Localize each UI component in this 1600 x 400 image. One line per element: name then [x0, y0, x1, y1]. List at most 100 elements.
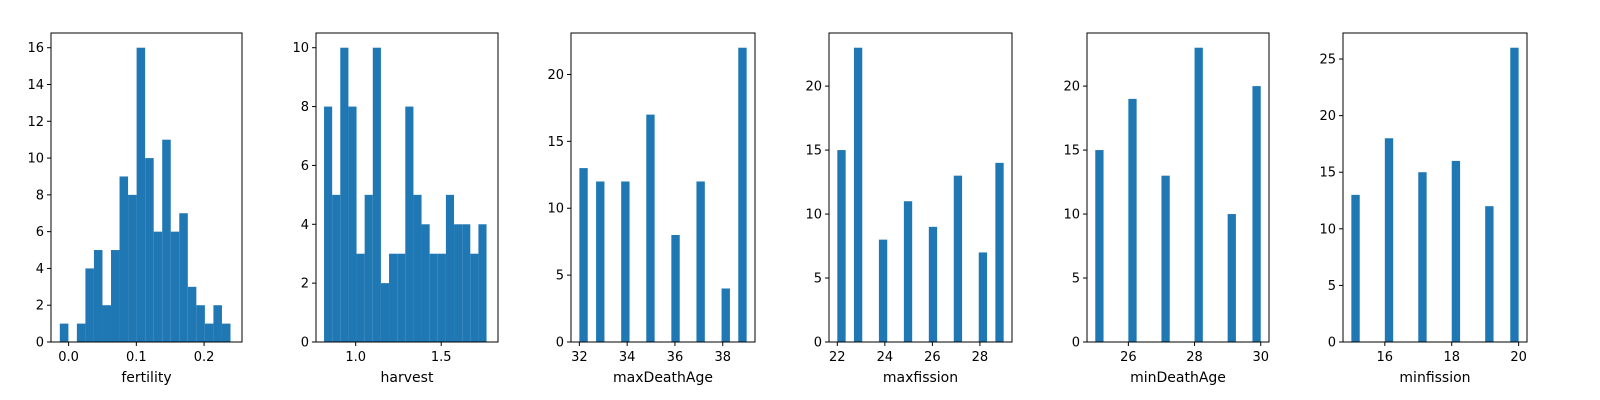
histogram-bar — [111, 250, 120, 342]
histogram-bar — [928, 226, 938, 342]
histogram-bar — [356, 253, 365, 342]
axes-frame — [315, 32, 499, 343]
histogram-bar — [1128, 98, 1137, 342]
histogram-bar — [413, 194, 422, 342]
histogram-bar — [85, 268, 94, 342]
histogram-bar — [470, 253, 479, 342]
histogram-bar — [364, 194, 373, 342]
histogram-bar — [102, 305, 112, 342]
histogram-bar — [1451, 160, 1461, 342]
histogram-bar — [1418, 172, 1427, 342]
y-tick-label: 8 — [301, 100, 309, 115]
x-tick-label: 0.1 — [126, 350, 147, 365]
x-tick-label: 28 — [972, 350, 989, 365]
y-tick-label: 0 — [556, 336, 564, 351]
axes-frame — [828, 32, 1013, 343]
y-tick-label: 15 — [1063, 144, 1080, 159]
histogram-bar — [721, 288, 730, 342]
histogram-bar — [462, 224, 471, 342]
axes-frame — [1086, 32, 1270, 343]
x-tick-label: 0.2 — [194, 350, 215, 365]
histogram-bar — [1194, 47, 1203, 343]
y-tick-label: 20 — [1063, 80, 1080, 95]
histogram-bar — [128, 194, 137, 342]
histogram-bar — [187, 286, 197, 342]
x-axis-label: harvest — [381, 370, 434, 386]
y-tick-label: 10 — [292, 41, 309, 56]
histogram-bar — [170, 231, 180, 342]
axes-frame — [1342, 32, 1528, 343]
y-tick-label: 0 — [1072, 336, 1080, 351]
x-axis-label: maxfission — [883, 370, 958, 386]
histogram-bar — [878, 239, 888, 342]
histogram-bar — [119, 176, 129, 342]
histogram-bar — [738, 47, 747, 343]
y-tick-label: 2 — [36, 299, 44, 314]
chart-panel-minDeathAge: 0 5 10 15 20 26 28 30 minDeathAge — [1063, 32, 1270, 386]
histogram-bar — [478, 224, 487, 342]
histogram-bar — [579, 168, 588, 342]
x-tick-label: 26 — [924, 350, 941, 365]
histogram-bar — [179, 213, 188, 342]
y-tick-label: 4 — [301, 218, 309, 233]
y-tick-label: 0 — [36, 336, 44, 351]
y-tick-label: 5 — [556, 269, 564, 284]
x-tick-label: 1.0 — [345, 350, 366, 365]
axes-frame — [50, 32, 243, 343]
histogram-bar — [213, 305, 222, 342]
histogram-bar — [429, 253, 438, 342]
histogram-bar — [995, 162, 1004, 342]
x-axis-label: minfission — [1399, 370, 1470, 386]
histogram-bar — [1227, 214, 1236, 342]
y-tick-label: 16 — [27, 41, 44, 56]
y-tick-label: 5 — [814, 272, 822, 287]
histogram-bar — [454, 224, 463, 342]
axes-frame — [570, 32, 756, 343]
histogram-bar — [59, 323, 69, 342]
y-tick-label: 5 — [1328, 279, 1336, 294]
histogram-bar — [221, 323, 231, 342]
y-tick-label: 15 — [1319, 166, 1336, 181]
histogram-bar — [646, 114, 655, 342]
histogram-bar — [93, 250, 103, 342]
y-tick-label: 4 — [36, 262, 44, 277]
histogram-bar — [340, 47, 349, 343]
x-axis-label: minDeathAge — [1130, 370, 1226, 386]
histogram-bar — [1161, 175, 1170, 342]
histogram-bar — [1485, 206, 1494, 342]
histogram-bar — [837, 150, 846, 342]
y-tick-label: 6 — [301, 159, 309, 174]
histogram-bar — [621, 181, 630, 342]
y-tick-label: 0 — [301, 336, 309, 351]
x-tick-label: 24 — [877, 350, 894, 365]
histogram-bar — [1252, 86, 1261, 342]
y-tick-label: 6 — [36, 225, 44, 240]
x-tick-label: 0.0 — [58, 350, 79, 365]
y-tick-label: 10 — [27, 152, 44, 167]
chart-panel-minfission: 0 5 10 15 20 25 16 18 20 minfission — [1319, 32, 1528, 386]
x-tick-label: 16 — [1377, 350, 1394, 365]
x-tick-label: 1.5 — [431, 350, 452, 365]
y-tick-label: 20 — [547, 68, 564, 83]
y-tick-label: 10 — [805, 208, 822, 223]
y-tick-label: 20 — [1319, 109, 1336, 124]
x-tick-label: 34 — [619, 350, 636, 365]
y-tick-label: 15 — [805, 144, 822, 159]
histogram-bar — [445, 194, 455, 342]
histogram-bar — [596, 181, 605, 342]
histogram-bar — [145, 158, 154, 342]
histogram-bar — [162, 139, 171, 342]
histogram-bar — [136, 47, 146, 343]
x-tick-label: 32 — [571, 350, 588, 365]
histogram-bar — [348, 106, 357, 342]
y-tick-label: 2 — [301, 277, 309, 292]
histogram-bar — [397, 253, 406, 342]
x-tick-label: 30 — [1252, 350, 1269, 365]
chart-panel-maxfission: 0 5 10 15 20 22 24 26 28 maxfission — [805, 32, 1013, 386]
x-tick-label: 28 — [1186, 350, 1203, 365]
x-tick-label: 36 — [667, 350, 684, 365]
histogram-bar — [76, 323, 86, 342]
histogram-bar — [696, 181, 705, 342]
